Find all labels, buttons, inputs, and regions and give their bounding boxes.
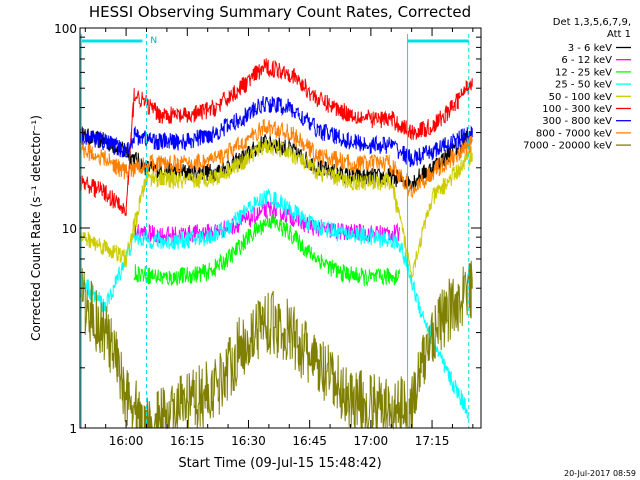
chart-title: HESSI Observing Summary Count Rates, Cor…: [89, 3, 471, 21]
x-tick-label: 17:15: [415, 434, 450, 448]
legend-item-label: 100 - 300 keV: [542, 104, 612, 115]
series-25-50-kev: [80, 188, 469, 420]
legend-item-label: 7000 - 20000 keV: [523, 141, 612, 152]
legend-header: Att 1: [607, 29, 631, 40]
legend-item-label: 300 - 800 keV: [542, 116, 612, 127]
x-axis-label: Start Time (09-Jul-15 15:48:42): [178, 456, 381, 471]
y-tick-label: 10: [62, 222, 77, 236]
legend-item-label: 6 - 12 keV: [561, 55, 612, 66]
y-tick-label: 100: [54, 22, 77, 36]
series-line: [80, 188, 469, 420]
legend-item-label: 800 - 7000 keV: [536, 128, 612, 139]
legend-item-label: 25 - 50 keV: [555, 80, 612, 91]
y-axis-label: Corrected Count Rate (s⁻¹ detector⁻¹): [29, 115, 43, 341]
legend-item-label: 50 - 100 keV: [549, 92, 613, 103]
x-tick-label: 16:30: [231, 434, 266, 448]
series-50-100-kev: [80, 138, 473, 278]
x-tick-label: 16:00: [109, 434, 144, 448]
legend-item-label: 12 - 25 keV: [555, 67, 612, 78]
timestamp: 20-Jul-2017 08:59: [564, 469, 636, 478]
night-flag-label: N: [150, 36, 157, 46]
x-tick-label: 17:00: [354, 434, 389, 448]
x-tick-label: 16:45: [292, 434, 327, 448]
legend-header: Det 1,3,5,6,7,9,: [553, 17, 631, 28]
series-line: [80, 138, 473, 278]
series-line: [133, 213, 400, 287]
series-100-300-kev: [80, 58, 473, 217]
x-tick-label: 16:15: [170, 434, 205, 448]
y-tick-label: 1: [69, 422, 77, 436]
legend-item-label: 3 - 6 keV: [568, 43, 612, 54]
series-line: [80, 58, 473, 217]
series-12-25-kev: [133, 213, 400, 287]
